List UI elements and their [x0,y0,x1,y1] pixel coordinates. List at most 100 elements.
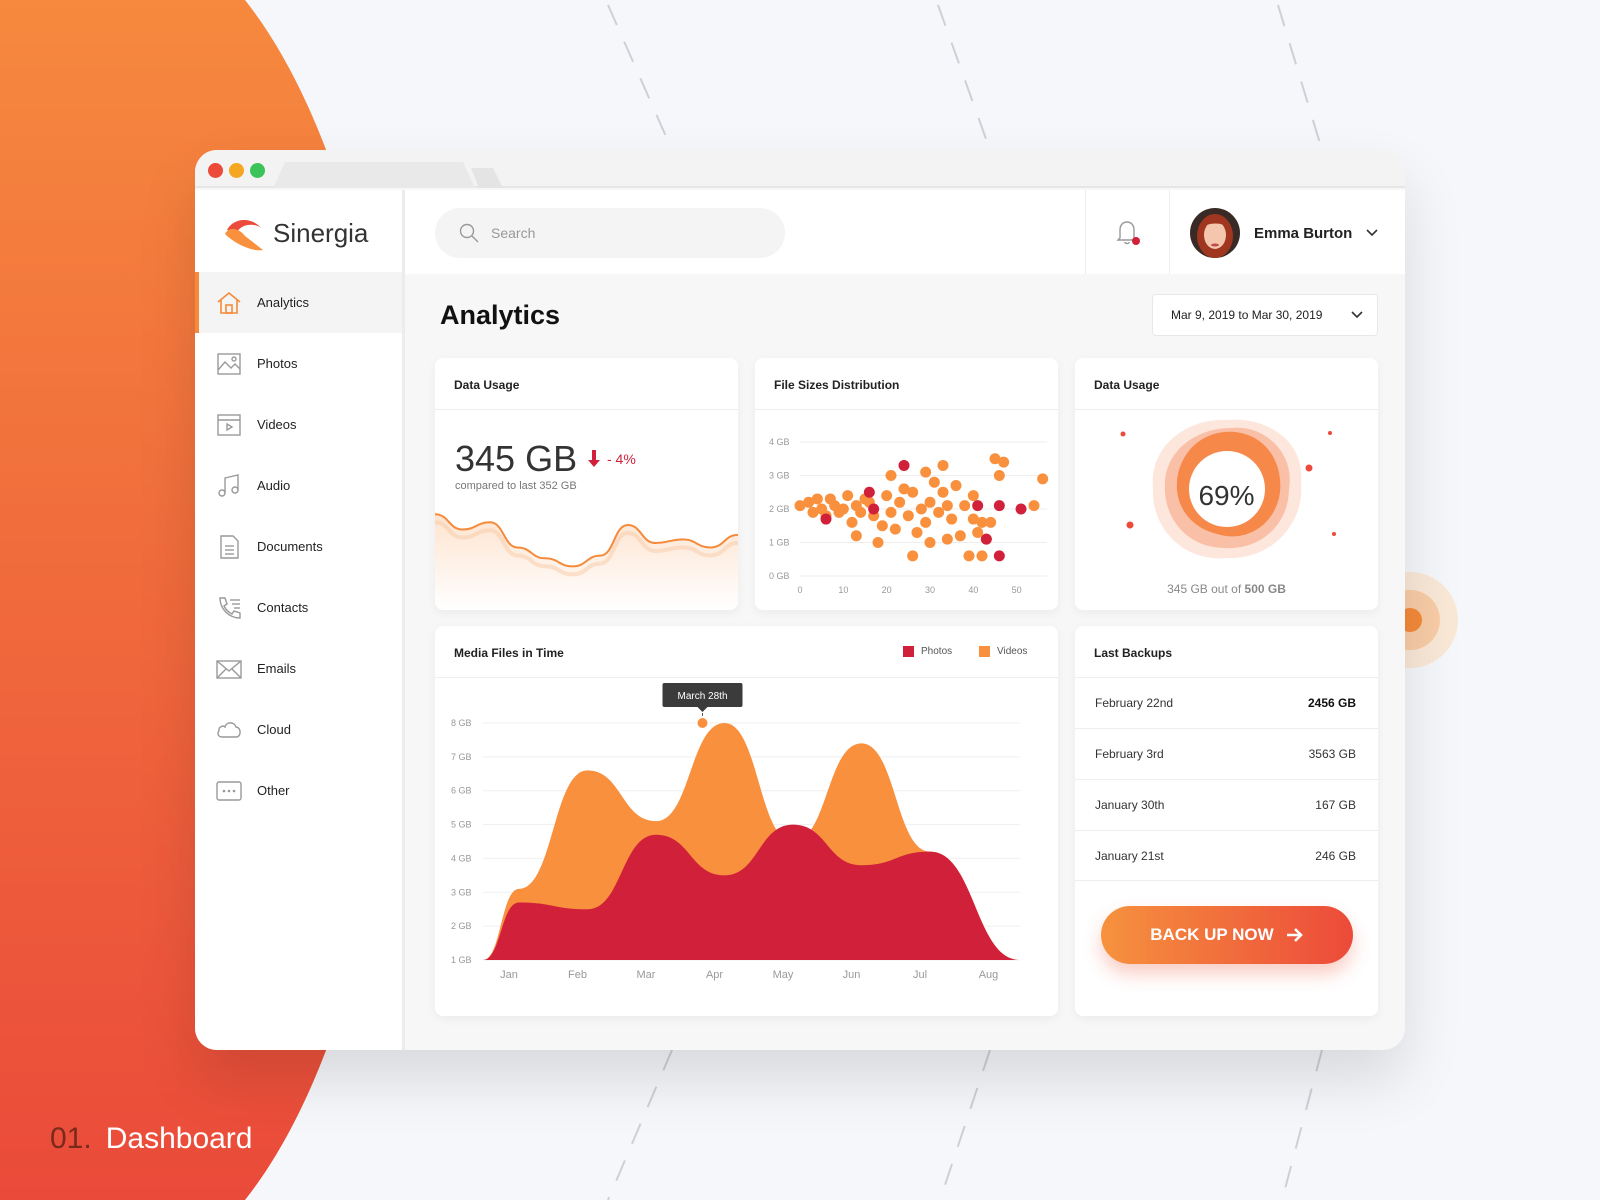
backup-date: February 3rd [1095,747,1164,761]
scatter-point [976,516,988,528]
sidebar: Sinergia Analytics Photos Videos Audio D… [195,190,405,1050]
search-input[interactable]: Search [435,208,785,258]
scatter-point [907,486,919,498]
sidebar-item-cloud[interactable]: Cloud [195,699,402,760]
media-files-card: Media Files in Time Photos Videos 1 GB 2 … [435,626,1058,1016]
scatter-point [928,476,940,488]
scatter-point [980,533,992,545]
tooltip-box [662,683,743,707]
tooltip-point[interactable] [695,716,710,730]
tooltip-label: March 28th [677,691,727,702]
last-backups-card: Last Backups February 22nd 2456 GB Febru… [1075,626,1378,1016]
music-icon [218,473,239,497]
sidebar-item-contacts[interactable]: Contacts [195,577,402,638]
scatter-point [924,496,936,508]
title-bar [195,150,1405,188]
browser-tab[interactable] [273,160,513,190]
x-tick-label: 40 [968,585,978,595]
y-tick-label: 1 GB [451,955,472,965]
caption-number: 01. [50,1122,92,1155]
scatter-point [872,537,884,548]
scatter-point [885,470,897,481]
sidebar-item-videos[interactable]: Videos [195,394,402,455]
scatter-point [1037,473,1049,485]
media-files-area-chart: 1 GB 2 GB 3 GB 4 GB 5 GB 6 GB 7 GB 8 GB Jan Feb Ma… [451,683,1020,981]
sidebar-item-label: Other [257,783,290,798]
legend-videos: Videos [979,646,1027,657]
scatter-point [985,516,997,528]
y-tick-label: 2 GB [769,504,790,514]
card-title: Data Usage [454,378,520,392]
list-item[interactable]: February 22nd 2456 GB [1075,677,1378,728]
sidebar-item-photos[interactable]: Photos [195,333,402,394]
photo-icon [217,352,241,375]
minimize-window-button[interactable] [229,163,244,178]
avatar-image [1190,208,1240,258]
date-range-picker[interactable]: Mar 9, 2019 to Mar 30, 2019 [1152,294,1378,336]
scatter-point [863,486,875,498]
scatter-point [941,500,953,512]
delta-label: - 4% [607,451,636,467]
scatter-point [972,500,984,512]
backup-size: 2456 GB [1307,696,1356,710]
user-menu[interactable]: Emma Burton [1190,208,1378,258]
donut-caption: 345 GB out of 500 GB [1075,582,1378,596]
backup-size: 246 GB [1315,848,1356,863]
sidebar-item-analytics[interactable]: Analytics [195,272,402,333]
scatter-point [898,459,910,471]
close-window-button[interactable] [208,163,223,178]
sidebar-item-documents[interactable]: Documents [195,516,402,577]
more-icon [216,780,242,801]
donut-decoration [1120,419,1336,559]
sidebar-item-other[interactable]: Other [195,760,402,821]
backup-date: January 30th [1095,798,1165,812]
donut-percentage: 69% [1198,480,1255,511]
y-tick-label: 8 GB [451,718,472,728]
search-icon [459,223,479,243]
sidebar-nav: Analytics Photos Videos Audio Documents … [195,272,402,821]
card-title: Data Usage [1094,378,1160,392]
x-tick-label: Aug [979,969,999,981]
sidebar-item-label: Videos [257,417,297,432]
scatter-point [993,500,1005,512]
scatter-point [902,510,914,522]
legend-label: Videos [997,646,1028,657]
backup-size: 167 GB [1315,798,1356,812]
scatter-point [898,483,910,495]
x-tick-label: 0 [797,585,802,595]
list-item[interactable]: January 21st 246 GB [1075,830,1378,881]
caption-label: Dashboard [105,1122,253,1155]
x-tick-label: Jun [843,969,861,981]
scatter-point [876,520,888,532]
maximize-window-button[interactable] [250,163,265,178]
backup-date: February 22nd [1095,696,1174,710]
tooltip-arrow [697,707,708,712]
list-item[interactable]: February 3rd 3563 GB [1075,728,1378,779]
legend-photos: Photos [903,646,952,657]
scatter-point [972,526,984,538]
sidebar-item-label: Cloud [257,722,291,737]
chevron-down-icon [1366,229,1378,237]
y-tick-label: 0 GB [769,571,790,581]
sidebar-item-emails[interactable]: Emails [195,638,402,699]
back-up-now-button[interactable]: BACK UP NOW [1101,906,1353,964]
mail-icon [216,659,242,679]
notifications-button[interactable] [1085,190,1170,274]
phone-icon [219,596,241,619]
x-tick-label: 30 [925,585,935,595]
x-tick-label: Mar [637,969,656,981]
sidebar-item-label: Documents [257,539,323,554]
backup-date: January 21st [1095,848,1164,863]
legend-label: Photos [921,646,953,657]
card-title: Last Backups [1094,646,1173,660]
screen-caption: 01. Dashboard [50,1122,252,1156]
card-title: File Sizes Distribution [774,378,900,392]
x-tick-label: 10 [838,585,848,595]
scatter-point [976,550,988,562]
sidebar-item-audio[interactable]: Audio [195,455,402,516]
sidebar-item-label: Audio [257,478,291,493]
list-item[interactable]: January 30th 167 GB [1075,779,1378,830]
donut-blob-chart [1120,419,1336,559]
y-tick-label: 3 GB [769,471,790,481]
user-name: Emma Burton [1254,224,1353,242]
